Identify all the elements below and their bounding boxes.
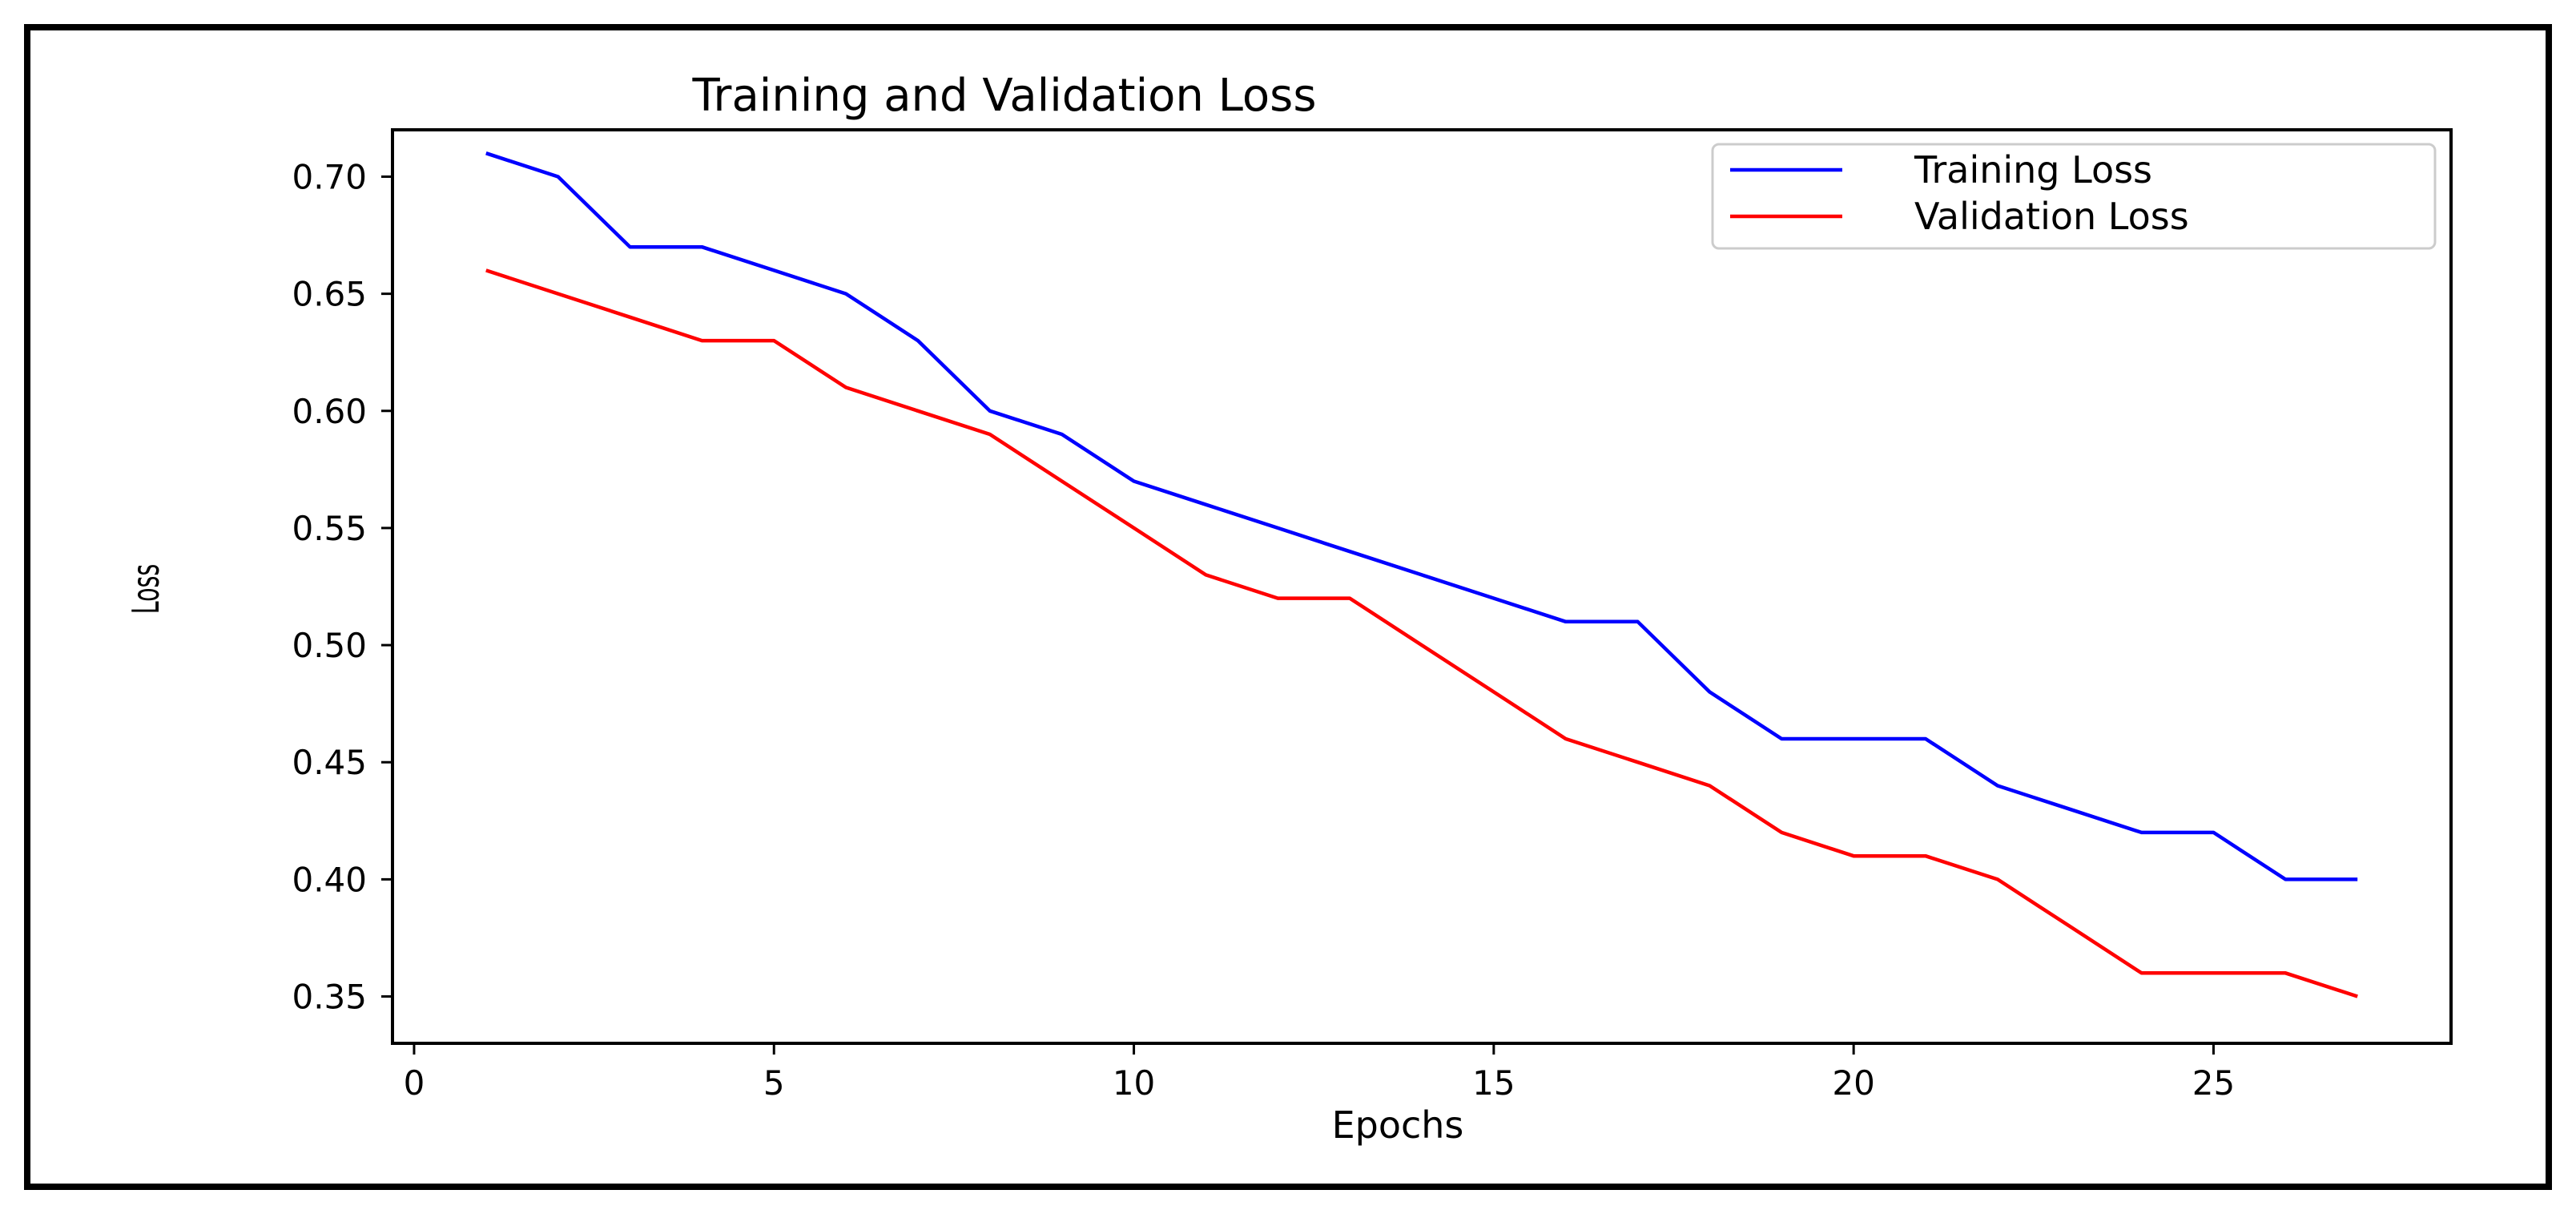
y-tick-label: 0.70 [292, 157, 367, 196]
legend-box [1711, 143, 2437, 250]
y-tick-label: 0.65 [292, 275, 367, 314]
y-axis: 0.35 0.40 0.45 0.50 0.55 0.60 0.65 0.70 [292, 157, 392, 1017]
y-tick-label: 0.50 [292, 626, 367, 665]
legend-label: Training Loss [1914, 148, 2152, 192]
series-layer [485, 151, 2358, 998]
x-axis-label: Epochs [1332, 1103, 1464, 1147]
chart-title: Training and Validation Loss [691, 70, 1316, 122]
y-tick-label: 0.35 [292, 978, 367, 1017]
x-axis: 0 5 10 15 20 25 [404, 1043, 2235, 1103]
x-tick-label: 10 [1113, 1063, 1155, 1103]
x-tick-label: 25 [2192, 1063, 2235, 1103]
y-tick-label: 0.40 [292, 860, 367, 899]
x-tick-label: 0 [404, 1063, 425, 1103]
y-tick-label: 0.45 [292, 743, 367, 782]
legend-label: Validation Loss [1914, 195, 2189, 238]
x-tick-label: 5 [763, 1063, 785, 1103]
plot-area [391, 128, 2453, 1045]
y-tick-label: 0.60 [292, 392, 367, 431]
x-tick-label: 15 [1472, 1063, 1515, 1103]
y-tick-label: 0.55 [292, 509, 367, 548]
y-axis-label: Loss [125, 564, 168, 615]
x-tick-label: 20 [1832, 1063, 1874, 1103]
